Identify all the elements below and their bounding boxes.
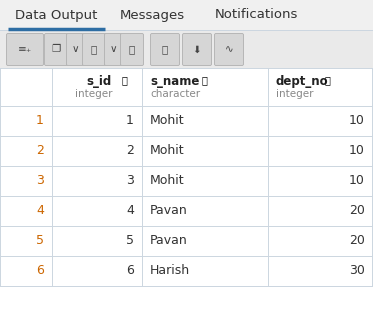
Text: 🔒: 🔒: [202, 75, 208, 85]
Text: 1: 1: [36, 114, 44, 128]
FancyBboxPatch shape: [0, 196, 373, 226]
FancyBboxPatch shape: [0, 30, 373, 68]
Text: Mohit: Mohit: [150, 114, 185, 128]
Text: 🔒: 🔒: [122, 75, 128, 85]
Text: 2: 2: [126, 145, 134, 157]
Text: 10: 10: [349, 145, 365, 157]
FancyBboxPatch shape: [0, 226, 373, 256]
Text: ≡₊: ≡₊: [18, 45, 32, 54]
Text: 10: 10: [349, 114, 365, 128]
Text: Pavan: Pavan: [150, 235, 188, 248]
Text: 10: 10: [349, 174, 365, 188]
Text: 6: 6: [126, 264, 134, 277]
Text: Harish: Harish: [150, 264, 190, 277]
FancyBboxPatch shape: [0, 166, 373, 196]
Text: 6: 6: [36, 264, 44, 277]
Text: ⬇: ⬇: [192, 45, 201, 54]
Text: integer: integer: [75, 89, 112, 99]
Text: 30: 30: [349, 264, 365, 277]
Text: Pavan: Pavan: [150, 204, 188, 217]
FancyBboxPatch shape: [0, 106, 373, 136]
Text: 4: 4: [36, 204, 44, 217]
FancyBboxPatch shape: [0, 256, 373, 286]
Text: 5: 5: [126, 235, 134, 248]
Text: 🔒: 🔒: [325, 75, 331, 85]
FancyBboxPatch shape: [0, 136, 373, 166]
Text: Messages: Messages: [120, 9, 185, 22]
FancyBboxPatch shape: [104, 33, 122, 66]
Text: 2: 2: [36, 145, 44, 157]
Text: Data Output: Data Output: [15, 9, 98, 22]
FancyBboxPatch shape: [6, 33, 44, 66]
Text: s_id: s_id: [87, 74, 112, 88]
Text: 20: 20: [349, 204, 365, 217]
Text: ⬜: ⬜: [129, 45, 135, 54]
FancyBboxPatch shape: [182, 33, 211, 66]
FancyBboxPatch shape: [0, 0, 373, 30]
Text: 1: 1: [126, 114, 134, 128]
Text: 5: 5: [36, 235, 44, 248]
Text: 🗄: 🗄: [162, 45, 168, 54]
FancyBboxPatch shape: [44, 33, 68, 66]
Text: 20: 20: [349, 235, 365, 248]
Text: 3: 3: [126, 174, 134, 188]
Text: character: character: [150, 89, 200, 99]
Text: ∿: ∿: [225, 45, 233, 54]
Text: Mohit: Mohit: [150, 145, 185, 157]
FancyBboxPatch shape: [0, 68, 373, 328]
Text: ∨: ∨: [71, 45, 79, 54]
FancyBboxPatch shape: [214, 33, 244, 66]
Text: s_name: s_name: [150, 74, 200, 88]
Text: Notifications: Notifications: [215, 9, 298, 22]
Text: ∨: ∨: [109, 45, 117, 54]
Text: integer: integer: [276, 89, 313, 99]
Text: 3: 3: [36, 174, 44, 188]
Text: 📋: 📋: [91, 45, 97, 54]
FancyBboxPatch shape: [82, 33, 106, 66]
Text: ❐: ❐: [51, 45, 61, 54]
FancyBboxPatch shape: [150, 33, 179, 66]
Text: 4: 4: [126, 204, 134, 217]
FancyBboxPatch shape: [0, 68, 373, 106]
Text: Mohit: Mohit: [150, 174, 185, 188]
FancyBboxPatch shape: [66, 33, 84, 66]
FancyBboxPatch shape: [120, 33, 144, 66]
Text: dept_no: dept_no: [276, 74, 329, 88]
